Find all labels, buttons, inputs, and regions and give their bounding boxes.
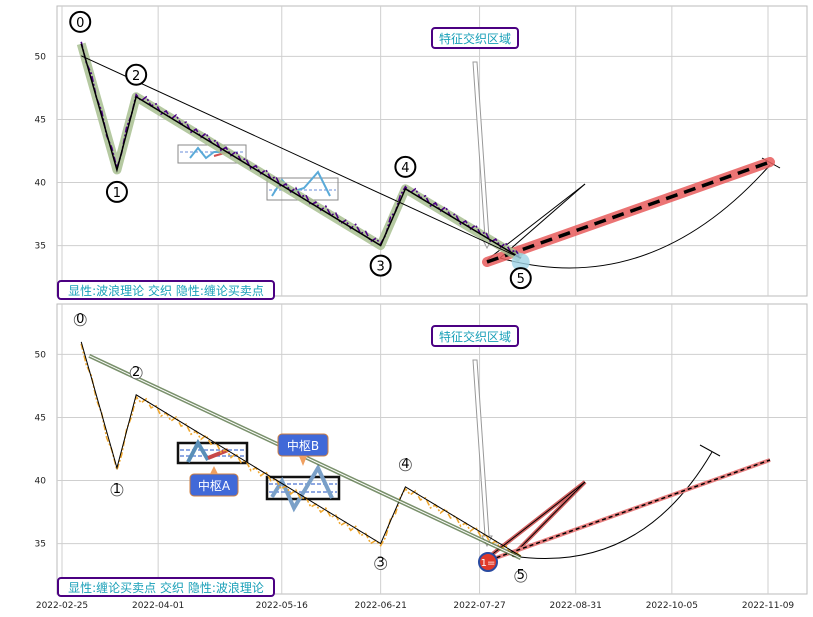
top-trend-line: [81, 55, 521, 259]
top-annotation-text: 特征交织区域: [439, 31, 511, 46]
top-price-line: [80, 41, 522, 259]
bottom-forecast-dashed: [489, 459, 771, 561]
wave-marker-label: 0: [76, 312, 84, 327]
bottom-footer-text: 显性:缠论买卖点 交织 隐性:波浪理论: [68, 580, 264, 595]
bottom-wave-marker-1: 1: [110, 482, 124, 497]
wave-marker-label: 0: [76, 16, 84, 31]
wave-marker-label: 4: [401, 161, 409, 176]
top-panel-overlays: [177, 61, 781, 269]
bottom-zigzag-a-red: [207, 448, 229, 460]
bottom-proj-line-2: [511, 481, 586, 557]
bottom-zigzag-a: [186, 438, 210, 463]
wave-marker-label: 4: [401, 457, 409, 472]
top-footer-box: 显性:波浪理论 交织 隐性:缠论买卖点: [57, 280, 275, 300]
top-annotation-box: 特征交织区域: [431, 27, 519, 49]
top-wave-marker-3: 3: [369, 254, 392, 277]
y-tick-label: 40: [35, 477, 47, 487]
top-wave-marker-2: 2: [125, 63, 148, 86]
y-tick-label: 45: [35, 115, 46, 125]
top-proj-arc: [499, 164, 771, 269]
y-tick-label: 50: [35, 52, 47, 62]
x-tick-label: 2022-08-31: [550, 601, 602, 611]
bottom-panel-frame: [56, 303, 808, 595]
y-tick-label: 35: [35, 242, 46, 252]
bottom-proj-arc: [511, 451, 713, 560]
x-tick-label: 2022-11-09: [742, 601, 795, 611]
x-tick-label: 2022-02-25: [36, 601, 88, 611]
top-panel-frame: [56, 5, 808, 297]
center-label-b: 中枢B: [277, 433, 329, 466]
bottom-annotation-arrow: [472, 359, 493, 548]
top-wave-marker-0: 0: [69, 10, 92, 33]
top-proj-line-2: [499, 183, 586, 259]
center-label-a-text: 中枢A: [198, 478, 231, 493]
wave-marker-label: 2: [132, 365, 140, 380]
wave-marker-label: 1: [113, 186, 121, 201]
x-tick-label: 2022-04-01: [132, 601, 184, 611]
bottom-proj-line-1: [489, 481, 586, 557]
top-wave-marker-1: 1: [105, 180, 128, 203]
top-forecast-dashed: [486, 160, 771, 264]
buy-point-label: 1=: [481, 558, 496, 569]
y-tick-label: 40: [35, 179, 47, 189]
bottom-center-box-a: [176, 441, 249, 465]
x-tick-label: 2022-10-05: [646, 601, 698, 611]
bottom-proj-tick: [699, 444, 721, 457]
top-wave-marker-5: 5: [509, 253, 532, 290]
top-wave-line: [80, 43, 522, 259]
bottom-footer-box: 显性:缠论买卖点 交织 隐性:波浪理论: [57, 577, 275, 597]
wave-marker-label: 5: [517, 568, 525, 583]
bottom-annotation-text: 特征交织区域: [439, 329, 511, 344]
bottom-center-box-b: [265, 475, 341, 501]
top-wave-marker-4: 4: [394, 155, 417, 178]
bottom-wave-marker-0: 0: [73, 312, 87, 327]
wave-markers: 0 1 2 3 4 5 0 1 2 3 4 5: [69, 10, 532, 583]
x-tick-label: 2022-05-16: [256, 601, 309, 611]
x-tick-label: 2022-07-27: [453, 601, 505, 611]
bottom-wave-marker-3: 3: [374, 556, 388, 571]
wave-marker-label: 5: [517, 272, 525, 287]
bottom-wave-marker-4: 4: [398, 457, 412, 472]
wave-marker-label: 3: [377, 556, 385, 571]
wave-marker-label: 2: [132, 69, 140, 84]
center-label-b-text: 中枢B: [287, 438, 319, 453]
buy-point-marker: 1=: [478, 552, 498, 572]
wave-marker-label: 1: [113, 482, 121, 497]
x-tick-label: 2022-06-21: [355, 601, 407, 611]
center-label-a: 中枢A: [189, 466, 239, 497]
top-footer-text: 显性:波浪理论 交织 隐性:缠论买卖点: [68, 283, 264, 298]
y-tick-label: 50: [35, 350, 47, 360]
bottom-annotation-box: 特征交织区域: [431, 325, 519, 347]
wave-marker-label: 3: [377, 260, 385, 275]
y-tick-label: 45: [35, 413, 46, 423]
bottom-wave-marker-5: 5: [514, 568, 528, 583]
bottom-panel-overlays: [176, 359, 771, 562]
bottom-wave-marker-2: 2: [129, 365, 143, 380]
bottom-wave-line: [80, 341, 522, 557]
y-tick-label: 35: [35, 540, 46, 550]
